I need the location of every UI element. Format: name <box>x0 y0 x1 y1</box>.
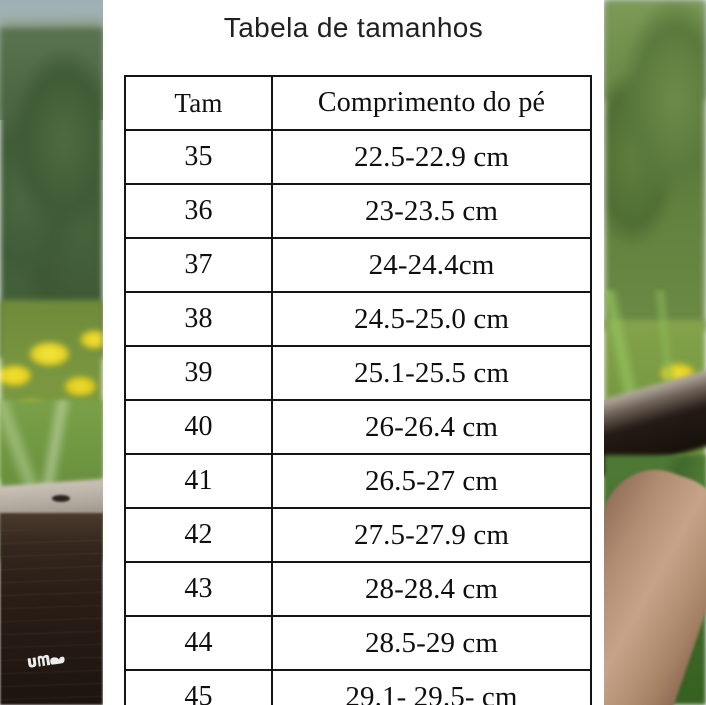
cell-size: 40 <box>124 399 273 455</box>
cell-length: 23-23.5 cm <box>271 183 592 239</box>
cell-size: 44 <box>124 615 273 671</box>
cell-size: 36 <box>124 183 273 239</box>
cell-size: 38 <box>124 291 273 347</box>
page-title: Tabela de tamanhos <box>223 12 484 43</box>
tree-layer-right <box>604 0 706 330</box>
cell-length: 24.5-25.0 cm <box>271 291 592 347</box>
size-chart-table: Tam Comprimento do pé 35 22.5-22.9 cm 36… <box>124 75 592 705</box>
cell-size: 42 <box>124 507 273 563</box>
cell-size: 45 <box>124 669 273 705</box>
cell-length: 26.5-27 cm <box>271 453 592 509</box>
cell-length: 24-24.4cm <box>271 237 592 293</box>
cell-length: 29.1- 29.5- cm <box>271 669 592 705</box>
table-row: 43 28-28.4 cm <box>124 561 592 617</box>
cell-length: 25.1-25.5 cm <box>271 345 592 401</box>
table-row: 44 28.5-29 cm <box>124 615 592 671</box>
cell-size: 43 <box>124 561 273 617</box>
table-body: 35 22.5-22.9 cm 36 23-23.5 cm 37 24-24.4… <box>124 129 592 705</box>
table-header: Tam Comprimento do pé <box>124 75 592 131</box>
cell-size: 39 <box>124 345 273 401</box>
table-row: 39 25.1-25.5 cm <box>124 345 592 401</box>
cell-length: 27.5-27.9 cm <box>271 507 592 563</box>
column-header-foot-length: Comprimento do pé <box>271 75 592 131</box>
background-photo-left <box>0 0 103 705</box>
dark-wood-layer-left <box>0 513 103 705</box>
table-row: 35 22.5-22.9 cm <box>124 129 592 185</box>
table-row: 45 29.1- 29.5- cm <box>124 669 592 705</box>
railing-knot-hole <box>52 495 70 502</box>
cell-size: 37 <box>124 237 273 293</box>
table-row: 37 24-24.4cm <box>124 237 592 293</box>
table-row: 36 23-23.5 cm <box>124 183 592 239</box>
table-row: 42 27.5-27.9 cm <box>124 507 592 563</box>
cell-size: 41 <box>124 453 273 509</box>
table-row: 41 26.5-27 cm <box>124 453 592 509</box>
table-row: 40 26-26.4 cm <box>124 399 592 455</box>
content-panel: Tabela de tamanhos Tam Comprimento do pé… <box>103 0 604 705</box>
background-photo-right <box>604 0 706 705</box>
cell-length: 26-26.4 cm <box>271 399 592 455</box>
cell-length: 28.5-29 cm <box>271 615 592 671</box>
wood-grain-texture <box>0 530 103 705</box>
cell-size: 35 <box>124 129 273 185</box>
cell-length: 22.5-22.9 cm <box>271 129 592 185</box>
column-header-size: Tam <box>124 75 273 131</box>
cell-length: 28-28.4 cm <box>271 561 592 617</box>
brand-watermark-logo <box>27 654 65 668</box>
table-header-row: Tam Comprimento do pé <box>124 75 592 131</box>
table-row: 38 24.5-25.0 cm <box>124 291 592 347</box>
